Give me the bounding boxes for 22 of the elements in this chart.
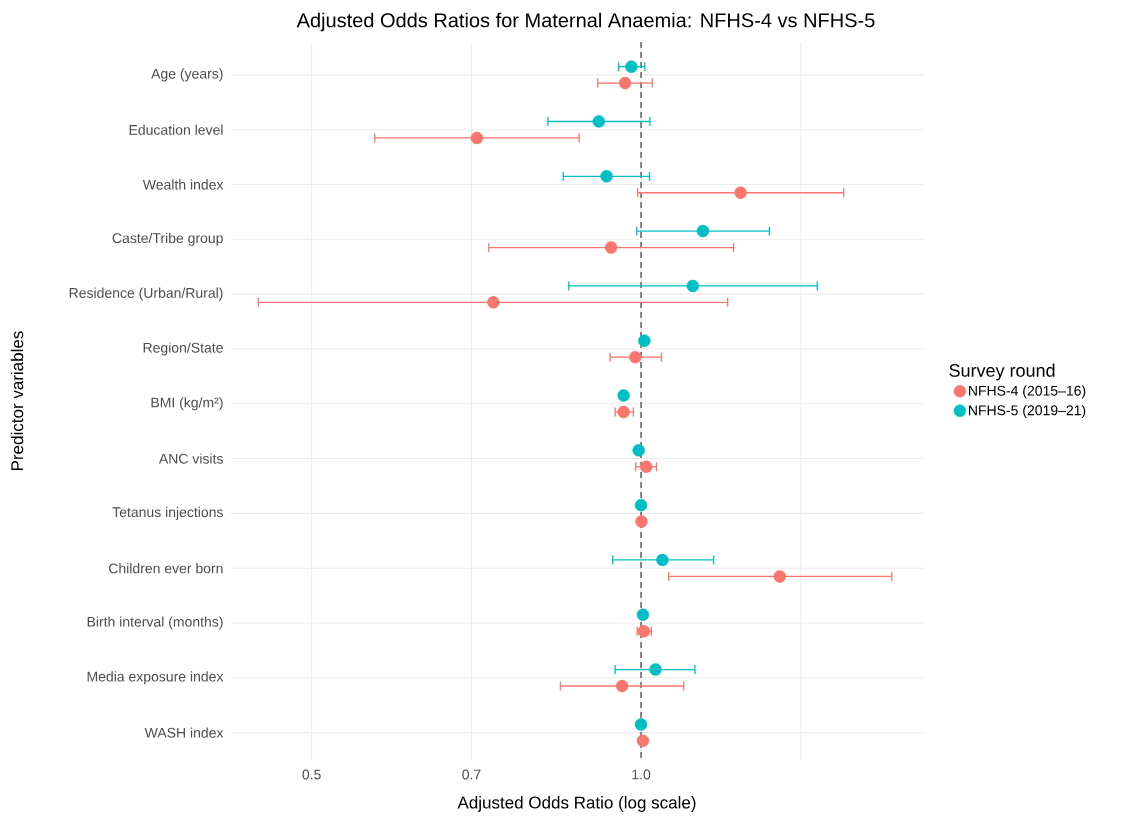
x-axis-title: Adjusted Odds Ratio (log scale) <box>457 796 696 812</box>
x-tick-label: 0.7 <box>462 769 481 780</box>
y-tick-label: BMI (kg/m²) <box>151 397 223 411</box>
y-tick-label: Wealth index <box>142 179 224 190</box>
y-axis-title: Predictor variables <box>10 331 24 470</box>
y-tick-label: Media exposure index <box>87 671 224 685</box>
y-tick-label: Tetanus injections <box>112 506 223 520</box>
y-tick-label: Residence (Urban/Rural) <box>69 287 223 301</box>
x-tick-label: 1.0 <box>632 769 651 780</box>
y-tick-label: Education level <box>129 124 223 135</box>
legend-label: NFHS-5 (2019–21) <box>969 405 1086 419</box>
x-tick-label: 0.5 <box>302 769 321 780</box>
legend-title: Survey round <box>949 363 1055 381</box>
y-tick-label: Birth interval (months) <box>87 616 223 630</box>
y-tick-label: ANC visits <box>158 453 223 464</box>
y-tick-label: Caste/Tribe group <box>112 232 223 246</box>
y-tick-label: WASH index <box>144 727 224 738</box>
y-tick-label: Region/State <box>143 342 223 356</box>
chart-title: Adjusted Odds Ratios for Maternal Anaemia: NFHS-4 vs NFHS-5 <box>296 12 875 32</box>
legend-label: NFHS-4 (2015–16) <box>969 385 1086 399</box>
y-tick-label: Children ever born <box>109 563 223 574</box>
y-tick-label: Age (years) <box>151 68 223 82</box>
